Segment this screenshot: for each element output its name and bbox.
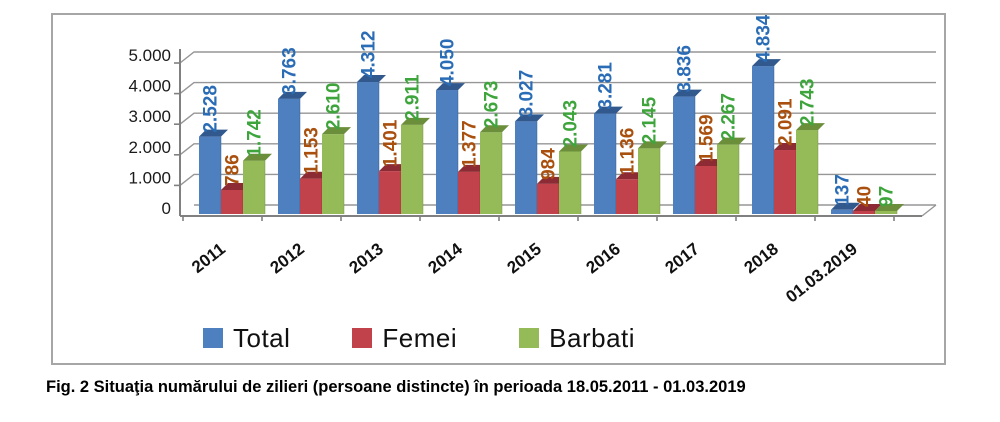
svg-text:5.000: 5.000 <box>128 46 171 65</box>
svg-text:4.312: 4.312 <box>359 31 380 79</box>
svg-text:2.673: 2.673 <box>482 81 503 129</box>
svg-text:1.153: 1.153 <box>302 127 323 175</box>
svg-text:2012: 2012 <box>266 239 308 277</box>
svg-text:1.569: 1.569 <box>697 114 718 162</box>
svg-text:984: 984 <box>539 148 560 180</box>
barbati-swatch-icon <box>519 328 540 348</box>
svg-text:1.000: 1.000 <box>128 168 171 187</box>
chart-frame: 0 1.000 2.000 3.000 4.000 5.000 2.528 786 1.742 3… <box>51 13 946 365</box>
svg-text:2.911: 2.911 <box>403 74 424 121</box>
svg-text:1.377: 1.377 <box>460 120 481 168</box>
chart-legend: Total Femei Barbati <box>203 323 635 353</box>
svg-text:3.836: 3.836 <box>675 45 696 93</box>
svg-text:0: 0 <box>162 199 171 218</box>
femei-swatch-icon <box>352 328 373 348</box>
svg-text:1.136: 1.136 <box>618 128 639 176</box>
svg-text:4.050: 4.050 <box>438 39 459 87</box>
svg-text:2011: 2011 <box>188 239 229 277</box>
svg-text:3.000: 3.000 <box>128 107 171 126</box>
svg-text:1.742: 1.742 <box>245 109 266 157</box>
svg-text:2016: 2016 <box>582 239 624 277</box>
total-swatch-icon <box>203 328 223 348</box>
svg-text:786: 786 <box>223 154 244 186</box>
svg-text:2.528: 2.528 <box>201 85 222 133</box>
svg-text:2014: 2014 <box>424 239 466 278</box>
svg-text:1.401: 1.401 <box>381 119 402 167</box>
svg-text:2018: 2018 <box>740 239 782 277</box>
svg-text:2.267: 2.267 <box>719 93 740 141</box>
svg-text:40: 40 <box>855 186 876 207</box>
svg-text:2.043: 2.043 <box>561 100 582 148</box>
legend-item-femei: Femei <box>352 323 457 354</box>
svg-text:3.763: 3.763 <box>280 47 301 95</box>
svg-text:2.743: 2.743 <box>798 79 819 127</box>
legend-item-barbati: Barbati <box>519 323 635 354</box>
svg-text:2.145: 2.145 <box>640 96 661 144</box>
svg-text:4.834: 4.834 <box>754 15 775 62</box>
legend-label-femei: Femei <box>382 322 458 353</box>
svg-text:137: 137 <box>833 174 854 206</box>
svg-text:2013: 2013 <box>345 239 387 277</box>
svg-text:4.000: 4.000 <box>128 77 171 96</box>
svg-text:97: 97 <box>877 186 898 207</box>
svg-text:2.091: 2.091 <box>776 98 797 146</box>
svg-text:3.281: 3.281 <box>596 62 617 110</box>
legend-item-total: Total <box>203 323 290 354</box>
svg-text:2017: 2017 <box>661 239 703 277</box>
svg-text:3.027: 3.027 <box>517 70 538 118</box>
svg-text:2015: 2015 <box>503 239 545 277</box>
svg-text:2.610: 2.610 <box>324 83 345 131</box>
legend-label-barbati: Barbati <box>549 322 636 353</box>
svg-text:01.03.2019: 01.03.2019 <box>782 239 861 306</box>
figure-caption: Fig. 2 Situaţia numărului de zilieri (pe… <box>46 378 746 396</box>
svg-text:2.000: 2.000 <box>128 138 171 157</box>
legend-label-total: Total <box>233 322 291 353</box>
